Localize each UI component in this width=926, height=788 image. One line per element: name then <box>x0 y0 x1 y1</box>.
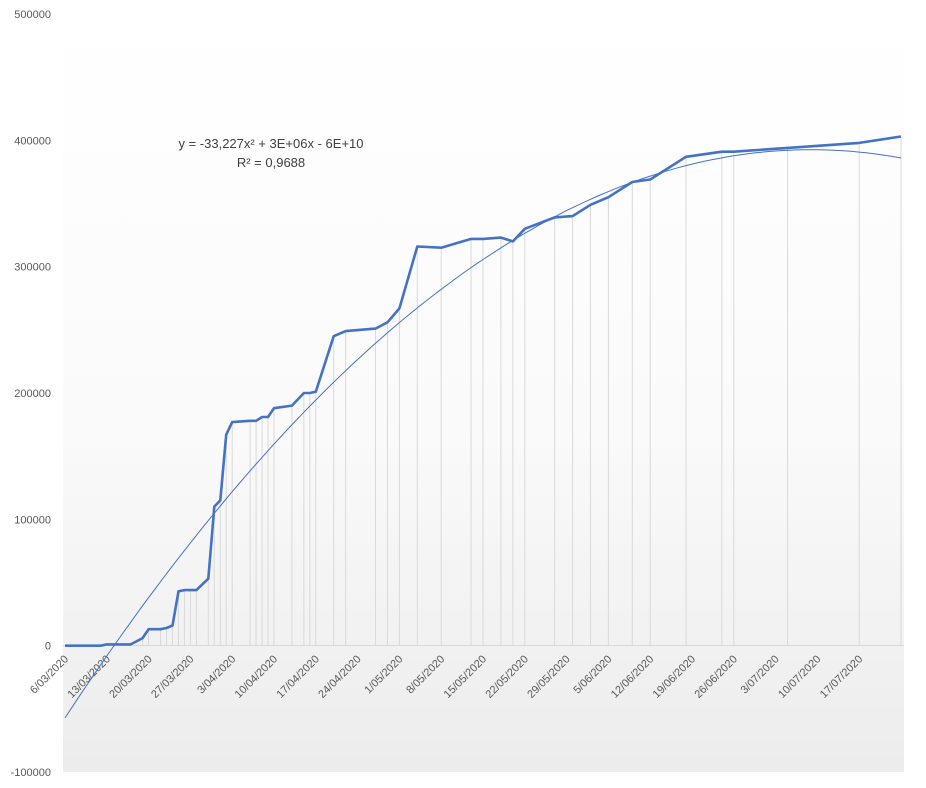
y-tick-label: 100000 <box>14 514 51 526</box>
y-tick-label: 400000 <box>14 135 51 147</box>
y-axis: -100000 0 100000 200000 300000 400000 500000 <box>11 9 51 779</box>
y-tick-label: -100000 <box>11 767 51 779</box>
trendline <box>64 149 902 719</box>
drop-lines <box>106 136 902 646</box>
y-tick-label: 200000 <box>14 388 51 400</box>
series-line <box>65 135 902 647</box>
trendline-equation: y = -33,227x² + 3E+06x - 6E+10 <box>178 136 363 151</box>
y-tick-label: 500000 <box>14 9 51 21</box>
y-tick-label: 300000 <box>14 262 51 274</box>
y-tick-label: 0 <box>45 641 51 653</box>
trendline-r-squared: R² = 0,9688 <box>237 155 305 170</box>
